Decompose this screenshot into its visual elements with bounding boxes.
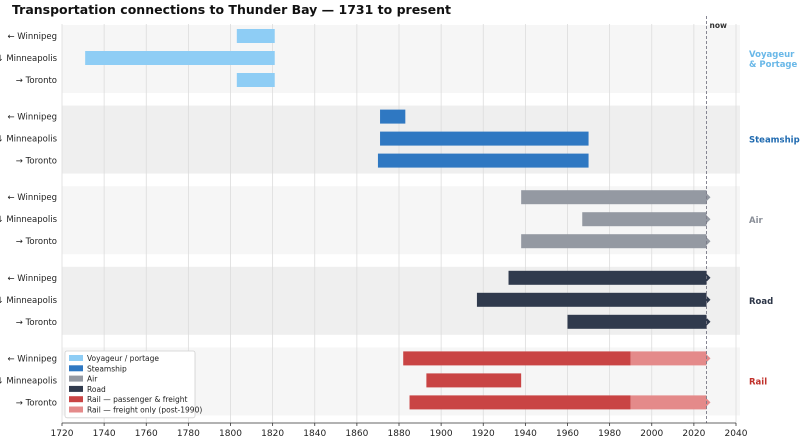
bar (582, 212, 707, 227)
row-label: → Toronto (16, 318, 57, 328)
bar (380, 109, 406, 124)
row-label: → Toronto (16, 157, 57, 167)
bar (521, 234, 707, 249)
legend-swatch (69, 355, 83, 361)
bar (521, 190, 707, 205)
legend-label: Steamship (87, 364, 127, 373)
bar (377, 153, 589, 168)
row-label: ↓ Minneapolis (0, 135, 58, 145)
x-tick-label: 1960 (556, 429, 579, 439)
bar (403, 351, 631, 366)
x-tick-label: 1940 (514, 429, 537, 439)
x-tick-label: 2040 (725, 429, 748, 439)
legend-label: Road (87, 385, 106, 394)
ongoing-arrow (706, 354, 711, 363)
row-label: ↓ Minneapolis (0, 54, 58, 64)
bar (426, 373, 522, 388)
x-tick-label: 2000 (640, 429, 663, 439)
row-labels: ← Winnipeg ↓ Minneapolis → Toronto ← Winnip… (0, 32, 58, 408)
legend-label: Air (87, 375, 98, 384)
legend-label: Voyageur / portage (87, 354, 159, 363)
legend-swatch (69, 396, 83, 403)
group-labels: Voyageur & Portage Steamship Air Road Rail (749, 50, 800, 387)
bar (236, 73, 275, 87)
x-tick-label: 1720 (51, 429, 74, 439)
legend-label: Rail — passenger & freight (87, 395, 187, 404)
legend-box (64, 350, 196, 419)
bar (380, 131, 589, 146)
x-tick-label: 1860 (345, 429, 368, 439)
bar (476, 292, 707, 307)
group-label: Road (749, 297, 773, 307)
row-label: ← Winnipeg (7, 274, 57, 284)
legend-swatch (69, 365, 83, 372)
ongoing-arrow (706, 398, 711, 407)
legend-swatch (69, 375, 83, 382)
group-label: Air (749, 216, 763, 226)
row-label: → Toronto (16, 76, 57, 86)
legend-swatch (69, 406, 83, 413)
bar (85, 51, 275, 65)
ongoing-arrow (706, 215, 711, 224)
group-label: Voyageur & Portage (749, 50, 798, 70)
x-tick-label: 1900 (430, 429, 453, 439)
row-label: ← Winnipeg (7, 113, 57, 123)
group-label: Steamship (749, 136, 800, 146)
x-tick-label: 1800 (219, 429, 242, 439)
ongoing-arrow (706, 317, 711, 326)
ongoing-arrow (706, 295, 711, 304)
group-label: Rail (749, 377, 767, 387)
row-label: ← Winnipeg (7, 193, 57, 203)
ongoing-arrow (706, 237, 711, 246)
x-axis: 1720 1740 1760 1780 1800 1820 1840 1860 1880 1900… (51, 422, 748, 439)
bar (630, 395, 707, 410)
x-tick-label: 1920 (472, 429, 495, 439)
legend-swatch (69, 385, 83, 392)
row-label: → Toronto (16, 398, 57, 408)
x-tick-label: 1820 (261, 429, 284, 439)
now-label: now (710, 21, 727, 30)
bar (630, 351, 707, 366)
legend-label: Rail — freight only (post-1990) (87, 406, 202, 415)
row-label: ↓ Minneapolis (0, 296, 58, 306)
row-label: ← Winnipeg (7, 32, 57, 42)
ongoing-arrow (706, 193, 711, 202)
x-tick-label: 1880 (388, 429, 411, 439)
x-tick-label: 2020 (682, 429, 705, 439)
row-label: ↓ Minneapolis (0, 215, 58, 225)
x-tick-label: 1740 (93, 429, 116, 439)
now-marker: now (706, 16, 727, 423)
x-tick-label: 1780 (177, 429, 200, 439)
bar (508, 270, 707, 285)
bar (409, 395, 631, 410)
row-label: → Toronto (16, 237, 57, 247)
row-label: ← Winnipeg (7, 354, 57, 364)
x-tick-label: 1980 (598, 429, 621, 439)
bar (567, 314, 707, 329)
x-tick-label: 1840 (303, 429, 326, 439)
bar (236, 29, 275, 43)
bars (85, 29, 711, 410)
chart-title: Transportation connections to Thunder Ba… (12, 2, 451, 17)
x-tick-label: 1760 (135, 429, 158, 439)
row-label: ↓ Minneapolis (0, 376, 58, 386)
ongoing-arrow (706, 273, 711, 282)
